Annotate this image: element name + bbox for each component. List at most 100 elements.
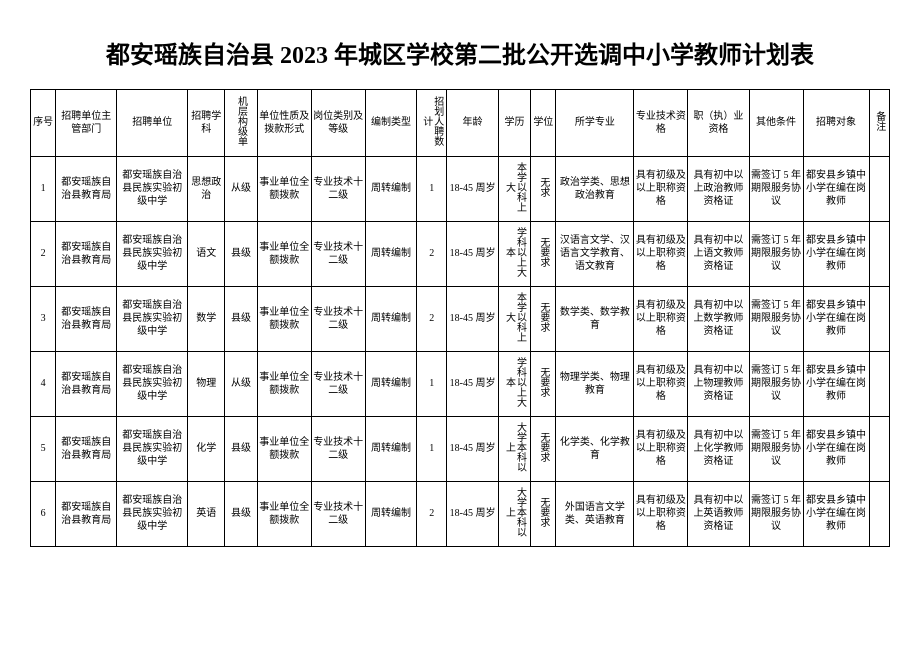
cell-other: 需签订 5 年期限服务协议 [749,221,803,286]
cell-target: 都安县乡镇中小学在编在岗教师 [803,221,869,286]
table-body: 1都安瑶族自治县教育局都安瑶族自治县民族实验初级中学思想政治从级事业单位全额拨款… [31,156,890,546]
cell-degree: 无要求 [531,286,556,351]
cell-tech: 具有初级及以上职称资格 [634,286,688,351]
header-edu: 学历 [498,89,530,156]
header-unit: 招聘单位 [117,89,188,156]
cell-nature: 事业单位全额拨款 [257,221,311,286]
table-row: 1都安瑶族自治县教育局都安瑶族自治县民族实验初级中学思想政治从级事业单位全额拨款… [31,156,890,221]
cell-tech: 具有初级及以上职称资格 [634,351,688,416]
cell-level: 县级 [225,416,257,481]
cell-edu: 大学本科以上 [498,416,530,481]
cell-level: 从级 [225,351,257,416]
cell-tech: 具有初级及以上职称资格 [634,221,688,286]
cell-comp: 周转编制 [365,221,417,286]
cell-tech: 具有初级及以上职称资格 [634,481,688,546]
cell-cert: 具有初中以上英语教师资格证 [688,481,749,546]
cell-age: 18-45 周岁 [447,351,499,416]
cell-nature: 事业单位全额拨款 [257,416,311,481]
cell-major: 数学类、数学教育 [556,286,634,351]
cell-other: 需签订 5 年期限服务协议 [749,286,803,351]
header-seq: 序号 [31,89,56,156]
cell-degree: 无要求 [531,221,556,286]
cell-seq: 4 [31,351,56,416]
cell-age: 18-45 周岁 [447,416,499,481]
table-row: 2都安瑶族自治县教育局都安瑶族自治县民族实验初级中学语文县级事业单位全额拨款专业… [31,221,890,286]
cell-target: 都安县乡镇中小学在编在岗教师 [803,481,869,546]
cell-major: 汉语言文学、汉语言文学教育、语文教育 [556,221,634,286]
cell-count: 2 [417,481,447,546]
header-other: 其他条件 [749,89,803,156]
table-row: 6都安瑶族自治县教育局都安瑶族自治县民族实验初级中学英语县级事业单位全额拨款专业… [31,481,890,546]
table-row: 4都安瑶族自治县教育局都安瑶族自治县民族实验初级中学物理从级事业单位全额拨款专业… [31,351,890,416]
cell-post: 专业技术十二级 [311,286,365,351]
cell-target: 都安县乡镇中小学在编在岗教师 [803,416,869,481]
cell-degree: 无要求 [531,351,556,416]
cell-comp: 周转编制 [365,351,417,416]
header-row: 序号 招聘单位主管部门 招聘单位 招聘学科 机层构级单 单位性质及拨款形式 岗位… [31,89,890,156]
cell-nature: 事业单位全额拨款 [257,351,311,416]
cell-comp: 周转编制 [365,286,417,351]
cell-seq: 1 [31,156,56,221]
cell-subject: 英语 [188,481,225,546]
header-nature: 单位性质及拨款形式 [257,89,311,156]
cell-major: 外国语言文学类、英语教育 [556,481,634,546]
cell-dept: 都安瑶族自治县教育局 [56,351,117,416]
cell-tech: 具有初级及以上职称资格 [634,156,688,221]
cell-dept: 都安瑶族自治县教育局 [56,221,117,286]
cell-comp: 周转编制 [365,156,417,221]
header-degree: 学位 [531,89,556,156]
cell-post: 专业技术十二级 [311,221,365,286]
cell-major: 化学类、化学教育 [556,416,634,481]
cell-post: 专业技术十二级 [311,351,365,416]
cell-cert: 具有初中以上政治教师资格证 [688,156,749,221]
cell-count: 2 [417,286,447,351]
cell-nature: 事业单位全额拨款 [257,481,311,546]
cell-cert: 具有初中以上数学教师资格证 [688,286,749,351]
cell-nature: 事业单位全额拨款 [257,286,311,351]
header-major: 所学专业 [556,89,634,156]
cell-target: 都安县乡镇中小学在编在岗教师 [803,351,869,416]
cell-post: 专业技术十二级 [311,156,365,221]
header-target: 招聘对象 [803,89,869,156]
cell-edu: 大学本科以上 [498,481,530,546]
cell-level: 县级 [225,286,257,351]
cell-dept: 都安瑶族自治县教育局 [56,286,117,351]
cell-note [869,416,890,481]
cell-degree: 无求 [531,156,556,221]
header-dept: 招聘单位主管部门 [56,89,117,156]
cell-dept: 都安瑶族自治县教育局 [56,156,117,221]
cell-subject: 化学 [188,416,225,481]
cell-unit: 都安瑶族自治县民族实验初级中学 [117,416,188,481]
cell-edu: 学科以上大本 [498,221,530,286]
cell-subject: 语文 [188,221,225,286]
cell-unit: 都安瑶族自治县民族实验初级中学 [117,481,188,546]
cell-seq: 6 [31,481,56,546]
cell-count: 2 [417,221,447,286]
cell-note [869,156,890,221]
cell-unit: 都安瑶族自治县民族实验初级中学 [117,286,188,351]
cell-dept: 都安瑶族自治县教育局 [56,416,117,481]
cell-target: 都安县乡镇中小学在编在岗教师 [803,286,869,351]
cell-tech: 具有初级及以上职称资格 [634,416,688,481]
cell-major: 物理学类、物理教育 [556,351,634,416]
header-subject: 招聘学科 [188,89,225,156]
cell-degree: 无要求 [531,416,556,481]
cell-count: 1 [417,351,447,416]
header-count: 招划人聘数计 [417,89,447,156]
cell-dept: 都安瑶族自治县教育局 [56,481,117,546]
cell-seq: 2 [31,221,56,286]
cell-level: 县级 [225,221,257,286]
cell-unit: 都安瑶族自治县民族实验初级中学 [117,156,188,221]
cell-cert: 具有初中以上语文教师资格证 [688,221,749,286]
header-level: 机层构级单 [225,89,257,156]
cell-other: 需签订 5 年期限服务协议 [749,416,803,481]
cell-seq: 5 [31,416,56,481]
cell-edu: 本学以科上大 [498,286,530,351]
cell-subject: 思想政治 [188,156,225,221]
cell-note [869,481,890,546]
cell-note [869,286,890,351]
header-cert: 职（执）业资格 [688,89,749,156]
cell-subject: 数学 [188,286,225,351]
cell-degree: 无要求 [531,481,556,546]
cell-seq: 3 [31,286,56,351]
